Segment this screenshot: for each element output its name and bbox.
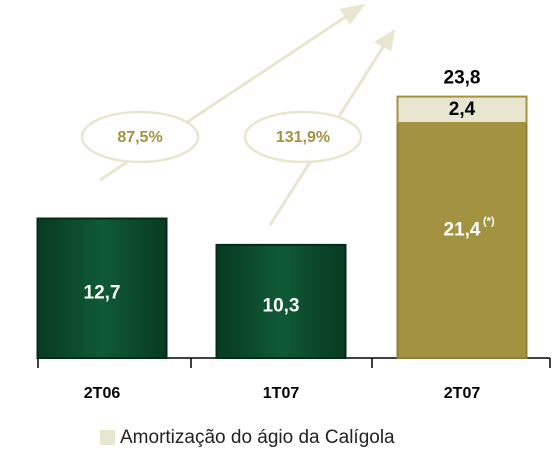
data-label: 21,4 — [444, 219, 481, 240]
bar-segment — [396, 121, 528, 359]
growth-bubble — [80, 110, 200, 164]
growth-label: 131,9% — [276, 129, 330, 146]
total-label: 23,8 — [444, 68, 481, 89]
x-tick-label: 2T06 — [84, 385, 121, 402]
data-label: 12,7 — [84, 282, 121, 303]
legend-label: Amortização do ágio da Calígola — [120, 427, 395, 448]
footnote-marker: (*) — [483, 215, 495, 227]
x-tick-label: 2T07 — [444, 385, 481, 402]
bar-segment — [36, 217, 168, 359]
bar-segment — [215, 243, 347, 359]
growth-label: 87,5% — [117, 129, 162, 146]
growth-bubble — [243, 110, 363, 164]
data-label: 2,4 — [449, 99, 476, 120]
data-label: 10,3 — [263, 295, 300, 316]
arrow-head — [374, 28, 396, 52]
bar-segment — [396, 95, 528, 124]
x-tick-label: 1T07 — [263, 385, 300, 402]
x-axis — [37, 357, 551, 368]
legend-swatch — [100, 430, 115, 445]
arrow-head — [339, 3, 366, 25]
